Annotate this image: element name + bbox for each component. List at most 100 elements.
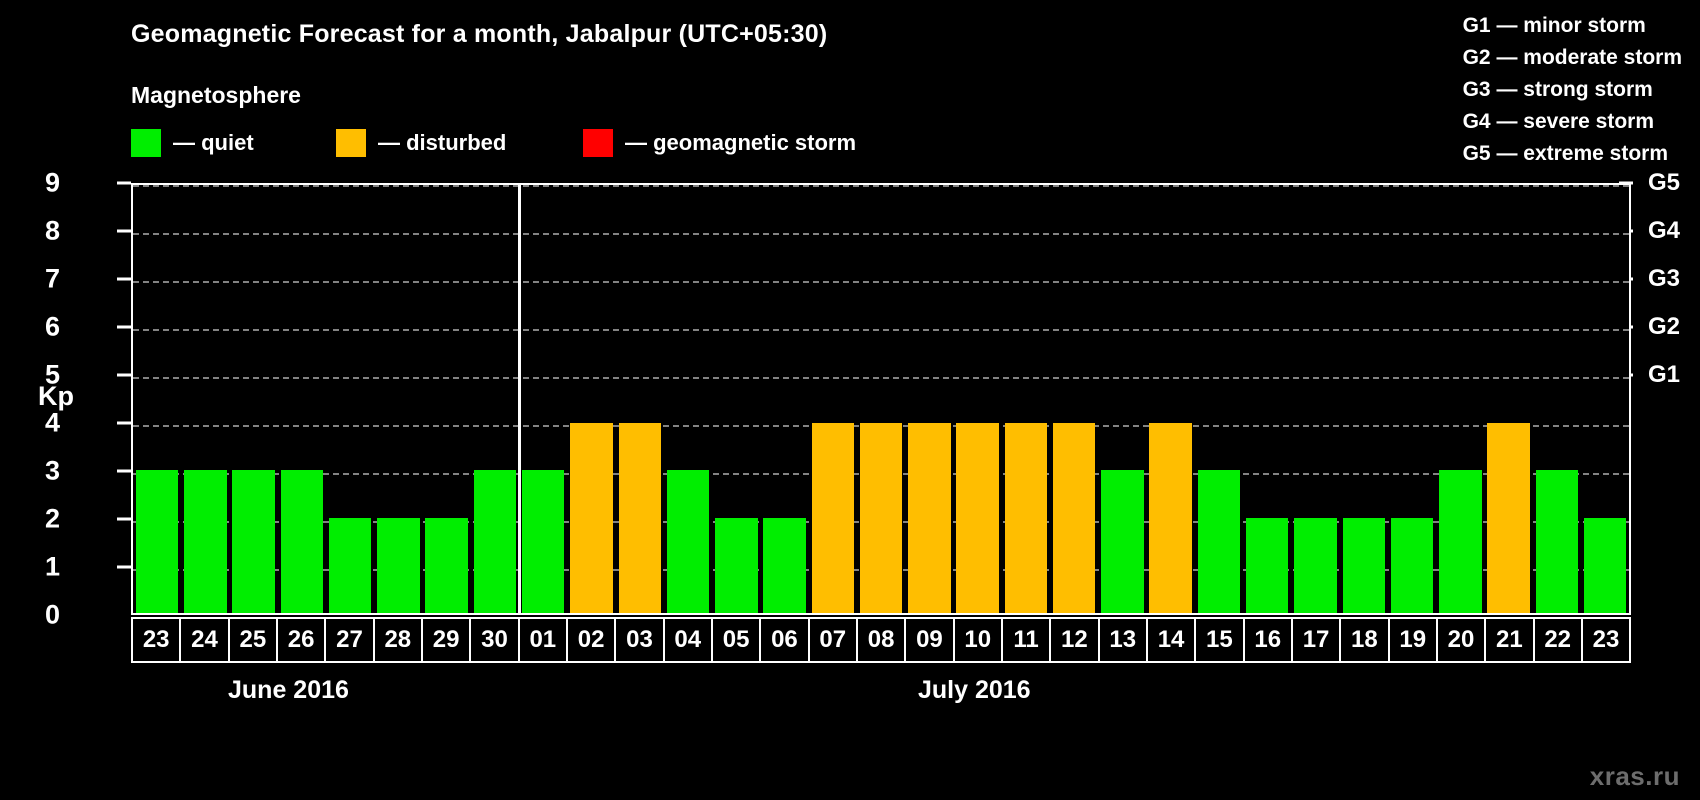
bar-day-july-22 [1535,470,1579,613]
y-tick-0: 0 [44,599,60,630]
day-label-july-09: 09 [906,619,955,661]
bar-day-june-24 [184,470,227,613]
day-label-july-02: 02 [567,619,617,661]
day-label-july-07: 07 [809,619,858,661]
bar-cell [1243,185,1291,613]
y-tick-7: 7 [44,263,60,294]
y-tickmark-3 [117,469,131,473]
bar-cell [857,185,905,613]
g-tick-g2: G2 [1648,313,1681,340]
gridline-kp-8 [133,233,1629,235]
bar-cell [423,185,471,613]
bar-day-june-30 [473,470,517,613]
g-tick-g4: G4 [1648,217,1681,244]
day-label-july-12: 12 [1051,619,1100,661]
day-label-july-13: 13 [1099,619,1148,661]
bar-cell [519,185,567,613]
bar-cell [1002,185,1050,613]
y-tick-5: 5 [44,359,60,390]
day-label-july-06: 06 [761,619,810,661]
bar-cell [1291,185,1339,613]
bar-day-july-05 [715,517,758,613]
day-label-july-04: 04 [664,619,713,661]
day-label-strip: 23 24 25 26 27 28 29 30 01 02 03 04 05 06 07 08 09 10 11 12… [131,617,1631,663]
y-tickmark-8 [117,229,131,233]
y-tickmark-6 [117,325,131,329]
bar-day-july-18 [1342,517,1385,613]
legend-swatch-geomagnetic-storm [583,129,613,157]
day-label-june-25: 25 [229,619,278,661]
bar-cell [760,185,808,613]
legend-swatch-quiet [131,129,161,157]
bar-day-june-23 [135,470,179,613]
day-label-july-08: 08 [857,619,907,661]
bar-day-july-19 [1390,517,1434,613]
day-label-july-01: 01 [519,619,568,661]
bar-cell [954,185,1002,613]
bar-cell [1340,185,1388,613]
bar-cell [471,185,519,613]
bar-day-july-09 [908,422,951,613]
day-label-july-17: 17 [1292,619,1342,661]
legend-item-disturbed: — disturbed [336,128,506,158]
y-tick-6: 6 [44,311,60,342]
g-tick-g3: G3 [1648,265,1681,292]
month-label-july: July 2016 [918,676,1031,704]
day-label-july-03: 03 [616,619,665,661]
month-label-june: June 2016 [228,676,349,704]
bar-cell [326,185,374,613]
legend-label-disturbed: — disturbed [378,130,507,155]
bar-cell [664,185,712,613]
bar-cell [374,185,422,613]
bar-day-july-02 [570,422,613,613]
y-tickmark-5 [117,373,131,377]
bar-cell [809,185,857,613]
day-label-july-18: 18 [1341,619,1390,661]
page-title: Geomagnetic Forecast for a month, Jabalp… [131,20,828,48]
bar-cell [1533,185,1581,613]
legend-item-geomagnetic-storm: — geomagnetic storm [583,128,856,158]
bar-series [133,185,1629,613]
y-tick-1: 1 [44,551,60,582]
day-label-july-14: 14 [1147,619,1197,661]
bar-cell [230,185,278,613]
month-divider [518,185,522,613]
y-tickmark-7 [117,277,131,281]
day-label-june-26: 26 [277,619,327,661]
bar-cell [181,185,229,613]
y-tick-3: 3 [44,455,60,486]
bar-day-july-14 [1149,422,1192,613]
bar-day-june-25 [232,470,275,613]
bar-day-july-08 [859,422,903,613]
g-tick-g1: G1 [1648,361,1681,388]
day-label-july-05: 05 [712,619,762,661]
legend-label-quiet: — quiet [173,130,254,155]
bar-day-june-28 [377,517,420,613]
storm-scale-row-g1: G1 — minor storm [1462,14,1646,37]
day-label-july-22: 22 [1534,619,1583,661]
day-label-july-15: 15 [1196,619,1245,661]
bar-day-july-17 [1294,517,1337,613]
watermark: xras.ru [1589,761,1680,791]
gridline-kp-6 [133,329,1629,331]
bar-cell [567,185,615,613]
y-tickmark-2 [117,517,131,521]
bar-day-july-04 [666,470,710,613]
day-label-july-21: 21 [1486,619,1535,661]
bar-cell [133,185,181,613]
day-label-july-11: 11 [1002,619,1052,661]
legend-label-geomagnetic-storm: — geomagnetic storm [625,130,857,155]
bar-day-july-21 [1487,422,1530,613]
y-tick-4: 4 [44,407,60,438]
bar-cell [278,185,326,613]
legend-swatch-disturbed [336,129,366,157]
y-tick-8: 8 [44,215,60,246]
bar-day-july-01 [522,470,565,613]
day-label-july-10: 10 [954,619,1003,661]
storm-scale-key: G1 — minor storm G2 — moderate storm G3 — … [1463,10,1682,170]
chart-plot-area [131,183,1631,615]
y-tickmark-1 [117,565,131,569]
bar-day-july-20 [1439,470,1482,613]
day-label-june-27: 27 [326,619,375,661]
bar-day-july-13 [1101,470,1144,613]
